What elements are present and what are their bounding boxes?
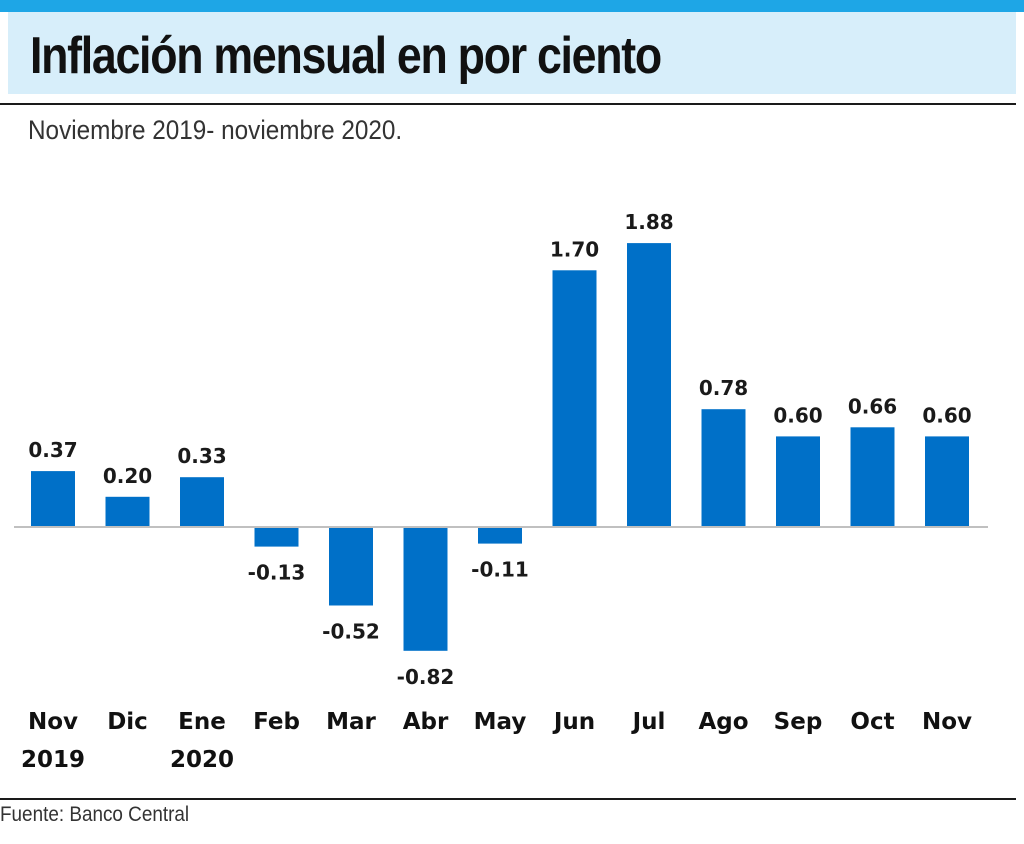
bar-0 [31, 471, 75, 527]
category-label-11: Oct [850, 709, 894, 735]
category-label-8: Jul [631, 709, 666, 735]
bar-8 [627, 243, 671, 527]
value-label-9: 0.78 [699, 376, 748, 400]
value-label-0: 0.37 [28, 438, 77, 462]
category-label-4: Mar [326, 709, 376, 735]
bar-3 [254, 527, 299, 547]
bar-2 [180, 477, 224, 527]
category-label-9: Ago [698, 709, 748, 735]
category-label-0-line2: 2019 [21, 747, 85, 773]
bar-4 [329, 527, 373, 606]
bar-9 [701, 409, 746, 527]
value-label-12: 0.60 [922, 403, 971, 427]
value-label-2: 0.33 [177, 444, 226, 468]
bar-1 [105, 496, 150, 527]
category-label-3: Feb [253, 709, 300, 735]
bar-5 [403, 527, 448, 651]
value-label-10: 0.60 [773, 403, 822, 427]
category-label-2: Ene [178, 709, 226, 735]
category-label-2-line2: 2020 [170, 747, 234, 773]
value-label-8: 1.88 [624, 210, 673, 234]
category-label-6: May [474, 709, 527, 735]
chart-subtitle: Noviembre 2019- noviembre 2020. [28, 115, 403, 145]
value-label-5: -0.82 [397, 665, 455, 689]
title-band: Inflación mensual en por ciento [8, 12, 1016, 94]
value-label-1: 0.20 [103, 464, 152, 488]
top-accent-rule [0, 0, 1024, 12]
category-label-0: Nov [28, 709, 78, 735]
bar-6 [478, 527, 522, 544]
title-divider [0, 103, 1016, 105]
footer-divider [0, 798, 1016, 800]
source-note: Fuente: Banco Central [0, 803, 190, 826]
value-label-4: -0.52 [322, 620, 380, 644]
bar-12 [925, 436, 969, 527]
category-label-5: Abr [403, 709, 449, 735]
value-label-6: -0.11 [471, 558, 529, 582]
bar-7 [552, 270, 597, 527]
category-label-7: Jun [552, 709, 595, 735]
bar-10 [776, 436, 820, 527]
value-label-7: 1.70 [550, 237, 599, 261]
chart-title: Inflación mensual en por ciento [30, 27, 662, 85]
value-label-3: -0.13 [248, 561, 306, 585]
category-label-12: Nov [922, 709, 972, 735]
bar-11 [850, 427, 895, 527]
category-label-1: Dic [107, 709, 148, 735]
value-label-11: 0.66 [848, 394, 897, 418]
category-label-10: Sep [774, 709, 823, 735]
